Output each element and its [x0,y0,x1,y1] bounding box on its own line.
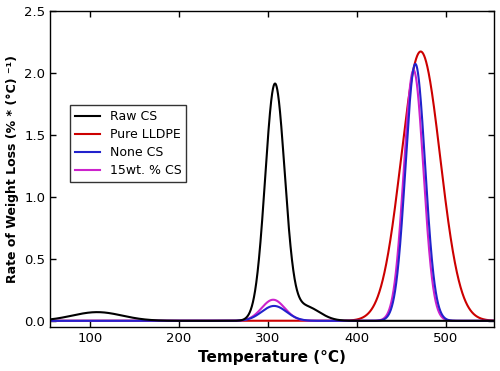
Pure LLDPE [42,319,48,323]
Pure LLDPE [246,319,252,323]
Raw CS [272,81,278,86]
Line: Pure LLDPE: Pure LLDPE [46,52,499,321]
Line: None CS: None CS [46,64,499,321]
None CS [152,319,158,323]
15wt. % CS [152,319,158,323]
Raw CS [496,319,500,323]
None CS [42,319,48,323]
Raw CS [150,318,156,322]
15wt. % CS [150,319,156,323]
Line: Raw CS: Raw CS [46,83,499,321]
15wt. % CS [148,319,154,323]
Pure LLDPE [152,319,158,323]
Raw CS [492,319,498,323]
Y-axis label: Rate of Weight Loss (% * (°C) ⁻¹): Rate of Weight Loss (% * (°C) ⁻¹) [6,55,18,283]
Raw CS [246,312,252,316]
Pure LLDPE [496,319,500,323]
15wt. % CS [246,316,252,321]
15wt. % CS [42,319,48,323]
None CS [496,319,500,323]
Pure LLDPE [492,318,498,323]
Legend: Raw CS, Pure LLDPE, None CS, 15wt. % CS: Raw CS, Pure LLDPE, None CS, 15wt. % CS [70,105,186,183]
Raw CS [214,319,220,323]
Raw CS [148,318,154,322]
Raw CS [152,318,158,322]
Pure LLDPE [150,319,156,323]
None CS [246,317,252,321]
Raw CS [42,318,48,322]
15wt. % CS [214,319,220,323]
None CS [150,319,156,323]
Pure LLDPE [418,49,424,54]
None CS [148,319,154,323]
None CS [492,319,498,323]
Pure LLDPE [214,319,220,323]
Line: 15wt. % CS: 15wt. % CS [46,70,499,321]
15wt. % CS [492,319,498,323]
None CS [412,62,418,66]
15wt. % CS [410,68,416,72]
None CS [214,319,220,323]
Pure LLDPE [148,319,154,323]
X-axis label: Temperature (°C): Temperature (°C) [198,351,346,365]
15wt. % CS [496,319,500,323]
